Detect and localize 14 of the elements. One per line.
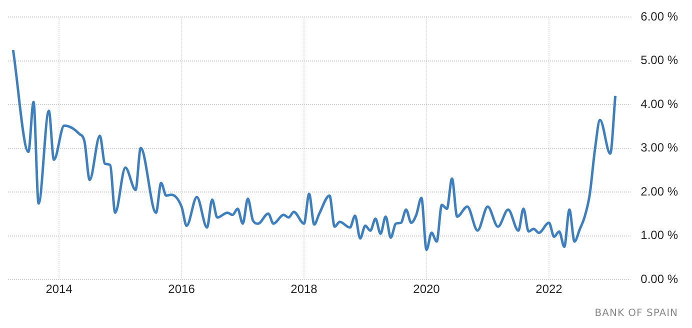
x-tick-label: 2020 [413,282,440,296]
x-tick-label: 2016 [168,282,196,296]
line-series [12,48,617,252]
y-tick-label: 2.00 % [640,184,678,198]
x-tick-label: 2022 [536,282,563,296]
y-tick-label: 0.00 % [640,272,678,286]
text: BANK OF SPAIN [594,308,678,319]
y-tick-label: 1.00 % [640,228,678,242]
y-tick-label: 5.00 % [640,53,678,68]
y-tick-label: 4.00 % [640,96,678,111]
x-tick-label: 2018 [290,282,318,296]
y-tick-label: 3.00 % [640,140,678,155]
x-tick-label: 2014 [46,282,73,296]
y-tick-label: 6.00 % [640,10,678,24]
